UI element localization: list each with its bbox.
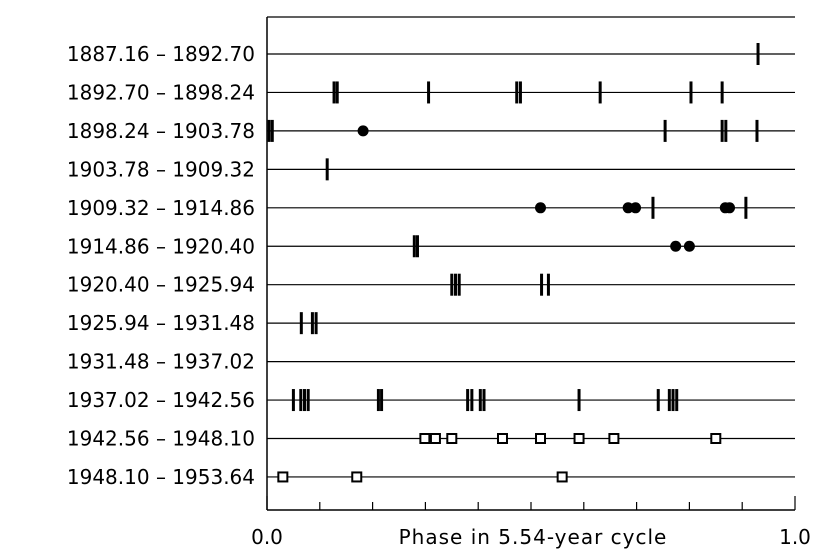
event-bar	[720, 81, 724, 104]
event-bar	[335, 81, 339, 104]
event-dot	[535, 202, 547, 214]
x-axis-label: Phase in 5.54-year cycle	[399, 525, 668, 549]
event-dot	[630, 202, 642, 214]
event-bar	[470, 389, 474, 412]
x-tick-label-end: 1.0	[779, 525, 811, 549]
row-label: 1903.78 – 1909.32	[67, 157, 255, 181]
event-bar	[720, 119, 724, 142]
x-tick-label-start: 0.0	[251, 525, 283, 549]
event-bar	[376, 389, 380, 412]
event-bar	[325, 158, 329, 181]
event-bar	[415, 235, 419, 258]
event-bar	[302, 389, 306, 412]
event-bar	[755, 119, 759, 142]
event-bar	[380, 389, 384, 412]
row-label: 1942.56 – 1948.10	[67, 427, 255, 451]
event-dot	[670, 240, 682, 252]
event-bar	[756, 43, 760, 65]
event-square	[419, 433, 431, 444]
event-bar	[689, 81, 693, 104]
event-bar	[598, 81, 602, 104]
event-square	[535, 433, 547, 444]
row-label: 1909.32 – 1914.86	[67, 196, 255, 220]
event-bar	[651, 196, 655, 219]
event-bar	[656, 389, 660, 412]
row-label: 1920.40 – 1925.94	[67, 273, 255, 297]
row-label: 1898.24 – 1903.78	[67, 119, 255, 143]
event-bar	[675, 389, 679, 412]
event-bar	[457, 273, 461, 296]
event-bar	[332, 81, 336, 104]
row-label: 1925.94 – 1931.48	[67, 311, 255, 335]
event-square	[573, 433, 585, 444]
row-label: 1892.70 – 1898.24	[67, 80, 255, 104]
event-square	[556, 471, 568, 483]
event-bar	[427, 81, 431, 104]
event-bar	[291, 389, 295, 412]
event-bar	[671, 389, 675, 412]
event-bar	[667, 389, 671, 412]
event-bar	[267, 119, 271, 142]
row-lines	[266, 16, 795, 510]
event-square	[351, 471, 363, 483]
event-bar	[540, 273, 544, 296]
event-bar	[724, 119, 728, 142]
row-label: 1931.48 – 1937.02	[67, 350, 255, 374]
event-bar	[270, 119, 274, 142]
event-bar	[314, 312, 318, 335]
event-dot	[357, 125, 369, 137]
event-bar	[450, 273, 454, 296]
event-bar	[453, 273, 457, 296]
x-axis	[266, 496, 796, 511]
row-label: 1914.86 – 1920.40	[67, 234, 255, 258]
event-bar	[518, 81, 522, 104]
event-dot	[683, 240, 695, 252]
event-dot	[724, 202, 736, 214]
event-bar	[299, 312, 303, 335]
event-bar	[546, 273, 550, 296]
event-square	[429, 433, 441, 444]
event-bar	[515, 81, 519, 104]
event-bar	[744, 196, 748, 219]
event-bar	[663, 119, 667, 142]
event-square	[710, 433, 722, 444]
marks	[267, 43, 760, 483]
event-bar	[466, 389, 470, 412]
event-square	[446, 433, 458, 444]
event-bar	[478, 389, 482, 412]
event-bar	[299, 389, 303, 412]
row-label: 1887.16 – 1892.70	[67, 42, 255, 66]
event-bar	[577, 389, 581, 412]
event-square	[277, 471, 289, 483]
event-bar	[306, 389, 310, 412]
event-square	[608, 433, 620, 444]
row-labels: 1887.16 – 1892.70 1892.70 – 1898.24 1898.2…	[67, 42, 255, 489]
event-square	[496, 433, 508, 444]
event-bar	[310, 312, 314, 335]
row-label: 1937.02 – 1942.56	[67, 388, 255, 412]
row-label: 1948.10 – 1953.64	[67, 465, 255, 489]
event-bar	[482, 389, 486, 412]
event-bar	[412, 235, 416, 258]
